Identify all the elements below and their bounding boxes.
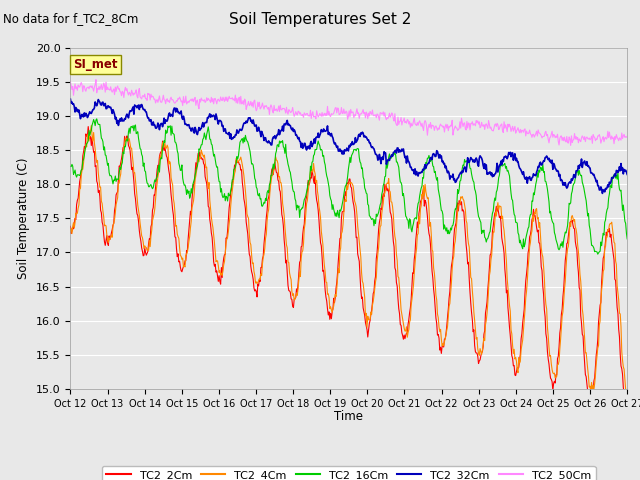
TC2_50Cm (77, 82, 84, 87)
TC2_2Cm (84, 124, 92, 130)
TC2_16Cm (623, 236, 631, 242)
TC2_50Cm (623, 133, 631, 139)
TC2_16Cm (221, 191, 228, 196)
TC2_32Cm (623, 171, 631, 177)
X-axis label: Time: Time (334, 410, 364, 423)
TC2_2Cm (77, 175, 84, 180)
Line: TC2_2Cm: TC2_2Cm (70, 127, 627, 410)
TC2_16Cm (434, 175, 442, 180)
TC2_4Cm (434, 311, 442, 317)
TC2_2Cm (221, 252, 228, 258)
TC2_2Cm (623, 401, 631, 407)
TC2_16Cm (134, 135, 142, 141)
TC2_2Cm (417, 197, 425, 203)
TC2_4Cm (623, 398, 631, 404)
Text: SI_met: SI_met (73, 58, 118, 71)
TC2_16Cm (77, 170, 84, 176)
TC2_4Cm (67, 228, 74, 234)
TC2_32Cm (67, 96, 74, 102)
TC2_2Cm (191, 170, 199, 176)
TC2_50Cm (92, 77, 100, 83)
Text: Soil Temperatures Set 2: Soil Temperatures Set 2 (229, 12, 411, 27)
TC2_2Cm (434, 332, 442, 338)
TC2_50Cm (434, 127, 442, 133)
Text: No data for f_TC2_8Cm: No data for f_TC2_8Cm (3, 12, 139, 25)
TC2_32Cm (417, 170, 424, 176)
TC2_32Cm (433, 148, 440, 154)
TC2_50Cm (67, 79, 74, 84)
TC2_16Cm (594, 252, 602, 257)
Line: TC2_50Cm: TC2_50Cm (70, 80, 627, 145)
Line: TC2_16Cm: TC2_16Cm (70, 119, 627, 254)
Y-axis label: Soil Temperature (C): Soil Temperature (C) (17, 157, 30, 279)
TC2_16Cm (67, 164, 74, 169)
Legend: TC2_2Cm, TC2_4Cm, TC2_16Cm, TC2_32Cm, TC2_50Cm: TC2_2Cm, TC2_4Cm, TC2_16Cm, TC2_32Cm, TC… (102, 466, 596, 480)
TC2_16Cm (93, 116, 100, 122)
TC2_32Cm (191, 130, 198, 136)
TC2_50Cm (191, 95, 199, 100)
TC2_4Cm (88, 122, 95, 128)
TC2_4Cm (221, 259, 228, 264)
TC2_32Cm (220, 129, 228, 134)
TC2_4Cm (77, 185, 84, 191)
TC2_4Cm (417, 203, 425, 208)
TC2_16Cm (191, 173, 199, 179)
TC2_32Cm (598, 191, 606, 196)
Line: TC2_4Cm: TC2_4Cm (70, 125, 627, 401)
TC2_2Cm (134, 218, 142, 224)
TC2_50Cm (417, 123, 425, 129)
TC2_32Cm (77, 116, 84, 121)
TC2_2Cm (67, 223, 74, 229)
Line: TC2_32Cm: TC2_32Cm (70, 99, 627, 193)
TC2_32Cm (134, 103, 141, 109)
TC2_50Cm (567, 143, 575, 148)
TC2_4Cm (191, 177, 199, 183)
TC2_2Cm (622, 408, 630, 413)
TC2_4Cm (134, 207, 142, 213)
TC2_50Cm (134, 88, 142, 94)
TC2_50Cm (221, 98, 228, 104)
TC2_16Cm (417, 185, 425, 191)
